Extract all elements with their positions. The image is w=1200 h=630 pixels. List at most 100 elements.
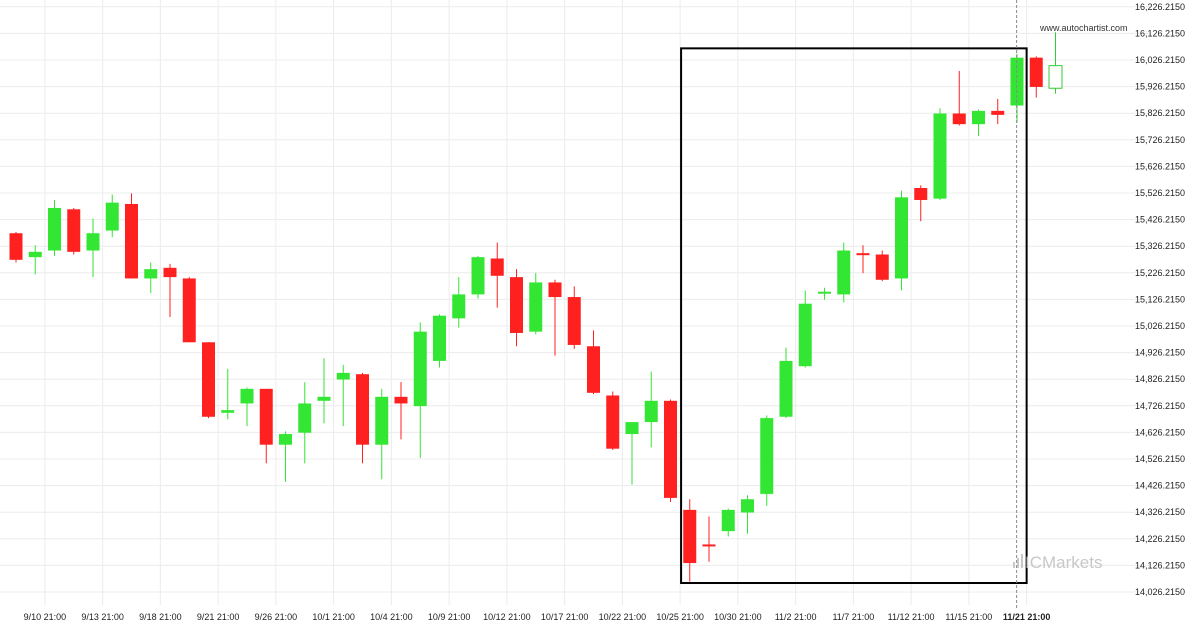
- candle: [856, 245, 870, 274]
- candle-body: [933, 113, 947, 199]
- candle-body: [105, 202, 119, 231]
- y-tick-label: 15,626.2150: [1135, 161, 1185, 171]
- candle-body: [779, 360, 793, 417]
- candle-body: [413, 331, 427, 407]
- x-tick-label: 11/21 21:00: [1003, 612, 1051, 622]
- logo-bar-2: [1017, 558, 1019, 568]
- y-tick-label: 15,126.2150: [1135, 294, 1185, 304]
- candle: [741, 495, 754, 534]
- x-tick-label: 11/2 21:00: [775, 612, 817, 622]
- pattern-box: [680, 47, 1028, 585]
- candle: [336, 364, 350, 427]
- candle: [664, 399, 677, 502]
- x-tick-label: 10/30 21:00: [714, 612, 762, 622]
- candle-body: [837, 250, 851, 295]
- x-tick-label: 10/25 21:00: [656, 612, 704, 622]
- y-tick-label: 14,726.2150: [1135, 401, 1185, 411]
- candle-body: [625, 422, 639, 435]
- candle: [9, 231, 23, 263]
- candle: [221, 368, 235, 420]
- candle: [125, 193, 138, 279]
- y-tick-label: 16,126.2150: [1135, 28, 1185, 38]
- x-axis: 9/10 21:00 9/13 21:00 9/18 21:00 9/21 21:00…: [24, 612, 1051, 622]
- autochartist-watermark: www.autochartist.com: [1039, 23, 1128, 33]
- candle: [48, 199, 61, 256]
- candle: [394, 382, 408, 440]
- candle-body: [914, 188, 928, 200]
- candle: [529, 273, 543, 335]
- x-tick-label: 10/17 21:00: [541, 612, 589, 622]
- y-tick-label: 15,726.2150: [1135, 135, 1185, 145]
- candle: [471, 255, 485, 299]
- x-tick-label: 9/21 21:00: [197, 612, 240, 622]
- candle-body: [182, 278, 196, 343]
- candle: [317, 358, 331, 424]
- candle-body: [818, 291, 831, 294]
- candle: [721, 508, 735, 537]
- y-tick-label: 15,926.2150: [1135, 82, 1185, 92]
- candles: [9, 32, 1063, 582]
- candle: [279, 431, 292, 482]
- x-tick-label: 11/15 21:00: [945, 612, 992, 622]
- candle-body: [48, 207, 61, 251]
- y-tick-label: 15,426.2150: [1135, 215, 1185, 225]
- candle: [144, 262, 158, 294]
- candle-body: [471, 257, 485, 295]
- candle-body: [221, 410, 235, 413]
- y-axis: 16,226.2150 16,126.2150 16,026.2150 15,926.…: [1135, 2, 1185, 597]
- candle-body: [490, 258, 504, 276]
- y-tick-label: 15,826.2150: [1135, 108, 1185, 118]
- candle: [105, 194, 119, 238]
- candle-body: [991, 110, 1005, 115]
- candle: [972, 109, 985, 137]
- candle-body: [1048, 65, 1063, 89]
- y-tick-label: 14,026.2150: [1135, 587, 1185, 597]
- candle: [760, 415, 774, 506]
- candle-body: [760, 418, 774, 494]
- candle: [933, 108, 947, 200]
- candle-body: [375, 396, 389, 445]
- candle: [202, 342, 215, 419]
- candle: [452, 277, 466, 328]
- y-tick-label: 15,326.2150: [1135, 241, 1185, 251]
- x-tick-label: 9/10 21:00: [24, 612, 67, 622]
- candle-body: [279, 434, 292, 445]
- y-tick-label: 15,226.2150: [1135, 268, 1185, 278]
- y-tick-label: 14,226.2150: [1135, 534, 1185, 544]
- y-tick-label: 14,126.2150: [1135, 560, 1185, 570]
- candle-body: [394, 396, 408, 404]
- candle: [798, 290, 812, 368]
- y-tick-label: 14,426.2150: [1135, 481, 1185, 491]
- candle: [182, 277, 196, 343]
- candle: [433, 314, 446, 368]
- candle: [548, 279, 562, 356]
- overlays: [680, 0, 1028, 610]
- candle-body: [240, 388, 254, 404]
- candle-body: [548, 282, 562, 298]
- x-tick-label: 10/1 21:00: [312, 612, 355, 622]
- candle-body: [259, 388, 273, 445]
- candle: [298, 382, 312, 464]
- icmarkets-logo: ICMarkets: [1013, 553, 1102, 572]
- y-tick-label: 14,326.2150: [1135, 507, 1185, 517]
- candle: [413, 322, 427, 458]
- candle-body: [356, 374, 369, 445]
- logo-bar-3: [1021, 554, 1023, 568]
- candle: [28, 245, 42, 275]
- candle-body: [702, 544, 716, 547]
- y-tick-label: 14,626.2150: [1135, 427, 1185, 437]
- candle-body: [721, 509, 735, 532]
- candle-body: [202, 342, 215, 417]
- candle-body: [452, 294, 466, 319]
- candle-body: [163, 267, 177, 278]
- y-tick-label: 16,026.2150: [1135, 55, 1185, 65]
- candle: [240, 387, 254, 427]
- candle: [356, 372, 369, 464]
- y-tick-label: 14,526.2150: [1135, 454, 1185, 464]
- candle-body: [875, 254, 889, 280]
- candle-body: [664, 400, 677, 498]
- y-tick-label: 14,826.2150: [1135, 374, 1185, 384]
- candle-body: [336, 372, 350, 380]
- x-tick-label: 11/12 21:00: [888, 612, 935, 622]
